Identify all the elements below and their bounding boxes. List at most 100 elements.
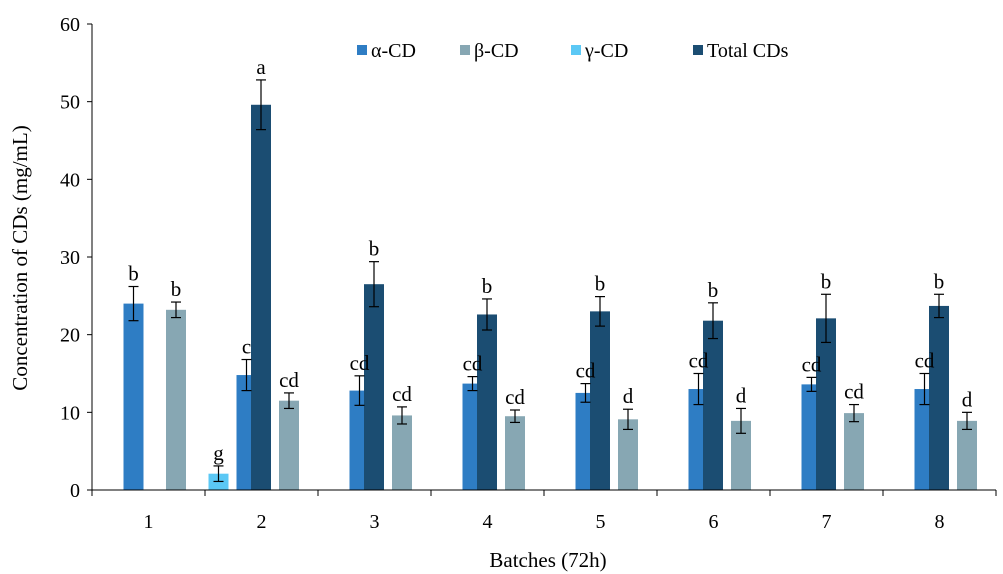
significance-label: cd bbox=[505, 385, 525, 409]
y-tick-label: 40 bbox=[60, 169, 80, 191]
legend-item: Total CDs bbox=[693, 40, 789, 62]
error-bar bbox=[962, 411, 972, 431]
significance-label: b bbox=[708, 278, 719, 302]
legend-swatch bbox=[693, 45, 703, 55]
significance-label: cd bbox=[915, 349, 935, 373]
error-bar bbox=[171, 301, 181, 319]
bar bbox=[618, 419, 638, 490]
error-bar bbox=[397, 406, 407, 425]
significance-label: b bbox=[595, 272, 606, 296]
legend-label: β-CD bbox=[474, 40, 519, 62]
legend-swatch bbox=[571, 45, 581, 55]
error-bar bbox=[482, 298, 492, 331]
bar bbox=[957, 420, 977, 490]
error-bar bbox=[693, 372, 704, 406]
y-tick-label: 0 bbox=[70, 480, 80, 502]
significance-label: c bbox=[242, 335, 251, 359]
legend-label: γ-CD bbox=[584, 40, 628, 62]
error-bar bbox=[510, 409, 520, 424]
error-bar bbox=[128, 285, 139, 322]
bar bbox=[929, 305, 949, 490]
y-tick-label: 60 bbox=[60, 14, 80, 36]
x-tick-label: 4 bbox=[483, 511, 493, 533]
significance-label: b bbox=[821, 269, 832, 293]
significance-label: cd bbox=[350, 351, 370, 375]
y-tick-label: 10 bbox=[60, 402, 80, 424]
bars-layer bbox=[123, 104, 977, 491]
y-axis-ticks: 0 10 20 30 40 50 60 bbox=[60, 14, 92, 502]
legend: α-CD β-CD γ-CD Total CDs bbox=[357, 40, 789, 62]
bar bbox=[590, 311, 610, 490]
error-bar bbox=[821, 293, 831, 344]
error-bar bbox=[213, 465, 224, 483]
error-bar bbox=[256, 79, 266, 131]
x-axis-title: Batches (72h) bbox=[489, 548, 606, 572]
error-bar bbox=[354, 375, 365, 406]
significance-label: a bbox=[256, 55, 266, 79]
legend-swatch bbox=[460, 45, 470, 55]
x-tick-label: 6 bbox=[709, 511, 719, 533]
error-bar bbox=[369, 261, 379, 308]
x-tick-label: 7 bbox=[822, 511, 832, 533]
legend-label: α-CD bbox=[371, 40, 416, 62]
significance-label: b bbox=[171, 277, 182, 301]
bar bbox=[279, 400, 299, 490]
bar bbox=[477, 314, 497, 490]
y-tick-label: 30 bbox=[60, 247, 80, 269]
error-bar bbox=[284, 392, 294, 410]
x-tick-label: 3 bbox=[370, 511, 380, 533]
error-bar bbox=[623, 408, 633, 431]
error-bar bbox=[849, 403, 859, 423]
significance-label: b bbox=[128, 262, 139, 286]
significance-label: d bbox=[962, 387, 973, 411]
bar bbox=[703, 320, 723, 490]
significance-label: cd bbox=[802, 352, 822, 376]
error-bars-layer bbox=[128, 79, 972, 483]
legend-item: α-CD bbox=[357, 40, 416, 62]
significance-label: d bbox=[736, 383, 747, 407]
significance-label: d bbox=[623, 384, 634, 408]
bar bbox=[123, 303, 144, 490]
error-bar bbox=[580, 382, 591, 403]
y-tick-label: 20 bbox=[60, 325, 80, 347]
legend-label: Total CDs bbox=[707, 40, 789, 62]
bar bbox=[505, 416, 525, 490]
error-bar bbox=[241, 358, 252, 392]
bar bbox=[364, 284, 384, 490]
error-bar bbox=[595, 296, 605, 327]
x-axis-ticks: 1 2 3 4 5 6 7 8 bbox=[91, 490, 997, 533]
y-axis-title: Concentration of CDs (mg/mL) bbox=[8, 125, 32, 390]
bar bbox=[844, 413, 864, 490]
x-tick-label: 1 bbox=[144, 511, 154, 533]
error-bar bbox=[708, 302, 718, 340]
bar bbox=[816, 318, 836, 490]
error-bar bbox=[467, 376, 478, 392]
error-bar bbox=[934, 293, 944, 319]
significance-label: cd bbox=[689, 349, 709, 373]
y-tick-label: 50 bbox=[60, 92, 80, 114]
significance-label: cd bbox=[279, 368, 299, 392]
x-tick-label: 8 bbox=[935, 511, 945, 533]
legend-item: β-CD bbox=[460, 40, 519, 62]
significance-label: cd bbox=[844, 380, 864, 404]
significance-label: b bbox=[934, 269, 945, 293]
error-bar bbox=[919, 372, 930, 406]
bar bbox=[731, 420, 751, 490]
bar bbox=[251, 104, 271, 491]
error-bar bbox=[806, 376, 817, 392]
significance-label: cd bbox=[576, 359, 596, 383]
error-bar bbox=[736, 407, 746, 434]
significance-label: cd bbox=[463, 352, 483, 376]
significance-label: g bbox=[213, 441, 224, 465]
significance-label: b bbox=[482, 274, 493, 298]
x-tick-label: 5 bbox=[596, 511, 606, 533]
legend-item: γ-CD bbox=[571, 40, 628, 62]
legend-swatch bbox=[357, 45, 367, 55]
significance-label: b bbox=[369, 237, 380, 261]
significance-labels-layer: bccdcdcdcdcdcdbcdcdcdddcddgabbbbbbb bbox=[128, 55, 973, 465]
bar bbox=[392, 415, 412, 490]
significance-label: cd bbox=[392, 382, 412, 406]
bar bbox=[166, 309, 186, 490]
x-tick-label: 2 bbox=[257, 511, 267, 533]
